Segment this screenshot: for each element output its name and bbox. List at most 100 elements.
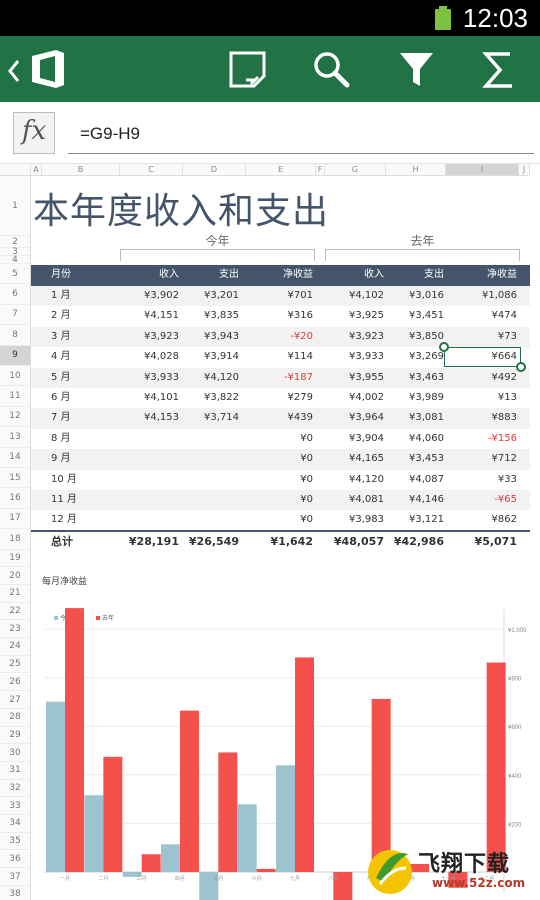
table-row[interactable]: 7 月 ¥4,153 ¥3,714 ¥439 ¥3,964 ¥3,081 ¥883 <box>31 408 530 429</box>
table-row[interactable]: 8 月 ¥0 ¥3,904 ¥4,060 -¥156 <box>31 429 530 449</box>
table-cell-e[interactable]: ¥0 <box>300 453 313 465</box>
table-cell-i[interactable]: ¥73 <box>497 330 517 342</box>
table-row[interactable]: 10 月 ¥0 ¥4,120 ¥4,087 ¥33 <box>31 470 530 490</box>
table-cell-month[interactable]: 8 月 <box>51 432 71 444</box>
row-header-17[interactable]: 17 <box>0 508 31 530</box>
total-cell-h[interactable]: ¥42,986 <box>393 535 444 548</box>
row-header-12[interactable]: 12 <box>0 406 31 428</box>
row-header-16[interactable]: 16 <box>0 488 31 509</box>
table-cell-e[interactable]: ¥0 <box>300 432 313 444</box>
column-header-b[interactable]: B <box>42 164 120 176</box>
row-header-7[interactable]: 7 <box>0 304 31 326</box>
table-cell-c[interactable]: ¥4,153 <box>144 412 179 424</box>
table-cell-i[interactable]: -¥65 <box>494 494 517 505</box>
table-cell-d[interactable]: ¥3,714 <box>204 412 239 424</box>
table-cell-e[interactable]: ¥439 <box>287 412 313 424</box>
table-cell-i[interactable]: -¥156 <box>487 432 517 444</box>
row-header-3[interactable]: 3 <box>0 247 31 257</box>
table-cell-h[interactable]: ¥4,060 <box>409 432 444 444</box>
table-cell-g[interactable]: ¥3,955 <box>349 371 384 383</box>
table-cell-month[interactable]: 5 月 <box>51 371 71 383</box>
table-cell-e[interactable]: ¥316 <box>287 310 313 322</box>
table-row[interactable]: 9 月 ¥0 ¥4,165 ¥3,453 ¥712 <box>31 449 530 470</box>
table-cell-e[interactable]: ¥0 <box>300 494 313 505</box>
table-row[interactable]: 11 月 ¥0 ¥4,081 ¥4,146 -¥65 <box>31 490 530 511</box>
table-cell-month[interactable]: 3 月 <box>51 330 71 342</box>
row-header-14[interactable]: 14 <box>0 447 31 468</box>
table-cell-i[interactable]: ¥862 <box>491 514 517 526</box>
comment-button[interactable] <box>216 36 276 102</box>
table-cell-e[interactable]: ¥0 <box>300 473 313 485</box>
row-header-27[interactable]: 27 <box>0 691 31 709</box>
table-cell-c[interactable]: ¥4,151 <box>144 310 179 322</box>
row-header-22[interactable]: 22 <box>0 602 31 621</box>
table-cell-h[interactable]: ¥3,451 <box>409 310 444 322</box>
column-header-c[interactable]: C <box>120 164 183 176</box>
row-header-19[interactable]: 19 <box>0 549 31 568</box>
table-cell-d[interactable]: ¥3,201 <box>204 290 239 301</box>
table-row[interactable]: 3 月 ¥3,923 ¥3,943 -¥20 ¥3,923 ¥3,850 ¥73 <box>31 326 530 348</box>
selection-handle[interactable] <box>439 342 449 352</box>
table-cell-month[interactable]: 9 月 <box>51 453 71 465</box>
table-cell-e[interactable]: ¥114 <box>287 351 313 363</box>
table-cell-h[interactable]: ¥4,146 <box>409 494 444 505</box>
column-header-e[interactable]: E <box>246 164 316 176</box>
table-cell-h[interactable]: ¥3,850 <box>409 330 444 342</box>
table-cell-h[interactable]: ¥3,463 <box>409 371 444 383</box>
table-cell-month[interactable]: 10 月 <box>51 473 77 485</box>
table-cell-d[interactable]: ¥3,822 <box>204 392 239 403</box>
table-cell-e[interactable]: ¥279 <box>287 392 313 403</box>
table-cell-i[interactable]: ¥492 <box>491 371 517 383</box>
row-header-21[interactable]: 21 <box>0 585 31 603</box>
table-row[interactable]: 2 月 ¥4,151 ¥3,835 ¥316 ¥3,925 ¥3,451 ¥474 <box>31 306 530 326</box>
table-cell-g[interactable]: ¥3,983 <box>349 514 384 526</box>
table-cell-i[interactable]: ¥33 <box>497 473 517 485</box>
row-header-28[interactable]: 28 <box>0 708 31 727</box>
row-header-9[interactable]: 9 <box>0 345 31 366</box>
total-cell-c[interactable]: ¥28,191 <box>128 535 179 548</box>
table-cell-h[interactable]: ¥3,453 <box>409 453 444 465</box>
column-header-g[interactable]: G <box>325 164 386 176</box>
table-cell-month[interactable]: 6 月 <box>51 392 71 403</box>
table-cell-i[interactable]: ¥712 <box>491 453 517 465</box>
table-cell-month[interactable]: 2 月 <box>51 310 71 322</box>
row-header-38[interactable]: 38 <box>0 885 31 900</box>
table-cell-d[interactable]: ¥4,120 <box>204 371 239 383</box>
total-cell-g[interactable]: ¥48,057 <box>333 535 384 548</box>
row-header-24[interactable]: 24 <box>0 638 31 656</box>
table-cell-d[interactable]: ¥3,914 <box>204 351 239 363</box>
search-button[interactable] <box>300 36 360 102</box>
column-header-a[interactable]: A <box>31 164 42 176</box>
row-header-4[interactable]: 4 <box>0 255 31 265</box>
row-header-31[interactable]: 31 <box>0 762 31 780</box>
table-cell-g[interactable]: ¥4,120 <box>349 473 384 485</box>
table-cell-e[interactable]: ¥0 <box>300 514 313 526</box>
table-total-row[interactable]: 总计 ¥28,191 ¥26,549 ¥1,642 ¥48,057 ¥42,986 ¥5,0… <box>31 530 530 550</box>
row-header-15[interactable]: 15 <box>0 468 31 489</box>
table-cell-g[interactable]: ¥4,081 <box>349 494 384 505</box>
row-header-13[interactable]: 13 <box>0 427 31 448</box>
table-cell-c[interactable]: ¥4,028 <box>144 351 179 363</box>
row-header-20[interactable]: 20 <box>0 567 31 585</box>
row-header-35[interactable]: 35 <box>0 832 31 851</box>
table-cell-month[interactable]: 11 月 <box>51 494 77 505</box>
table-cell-month[interactable]: 12 月 <box>51 514 77 526</box>
autosum-button[interactable] <box>470 36 530 102</box>
table-cell-h[interactable]: ¥4,087 <box>409 473 444 485</box>
table-cell-g[interactable]: ¥3,904 <box>349 432 384 444</box>
table-cell-c[interactable]: ¥4,101 <box>144 392 179 403</box>
row-header-37[interactable]: 37 <box>0 868 31 886</box>
table-row[interactable]: 6 月 ¥4,101 ¥3,822 ¥279 ¥4,002 ¥3,989 ¥13 <box>31 388 530 408</box>
column-header-f[interactable]: F <box>316 164 325 176</box>
row-header-6[interactable]: 6 <box>0 284 31 305</box>
total-cell-e[interactable]: ¥1,642 <box>270 535 313 548</box>
table-cell-h[interactable]: ¥3,016 <box>409 290 444 301</box>
row-header-26[interactable]: 26 <box>0 673 31 692</box>
filter-button[interactable] <box>385 36 445 102</box>
row-header-29[interactable]: 29 <box>0 726 31 745</box>
table-cell-i[interactable]: ¥883 <box>491 412 517 424</box>
total-cell-i[interactable]: ¥5,071 <box>474 535 517 548</box>
total-cell-d[interactable]: ¥26,549 <box>188 535 239 548</box>
table-row[interactable]: 5 月 ¥3,933 ¥4,120 -¥187 ¥3,955 ¥3,463 ¥492 <box>31 367 530 388</box>
table-cell-h[interactable]: ¥3,081 <box>409 412 444 424</box>
